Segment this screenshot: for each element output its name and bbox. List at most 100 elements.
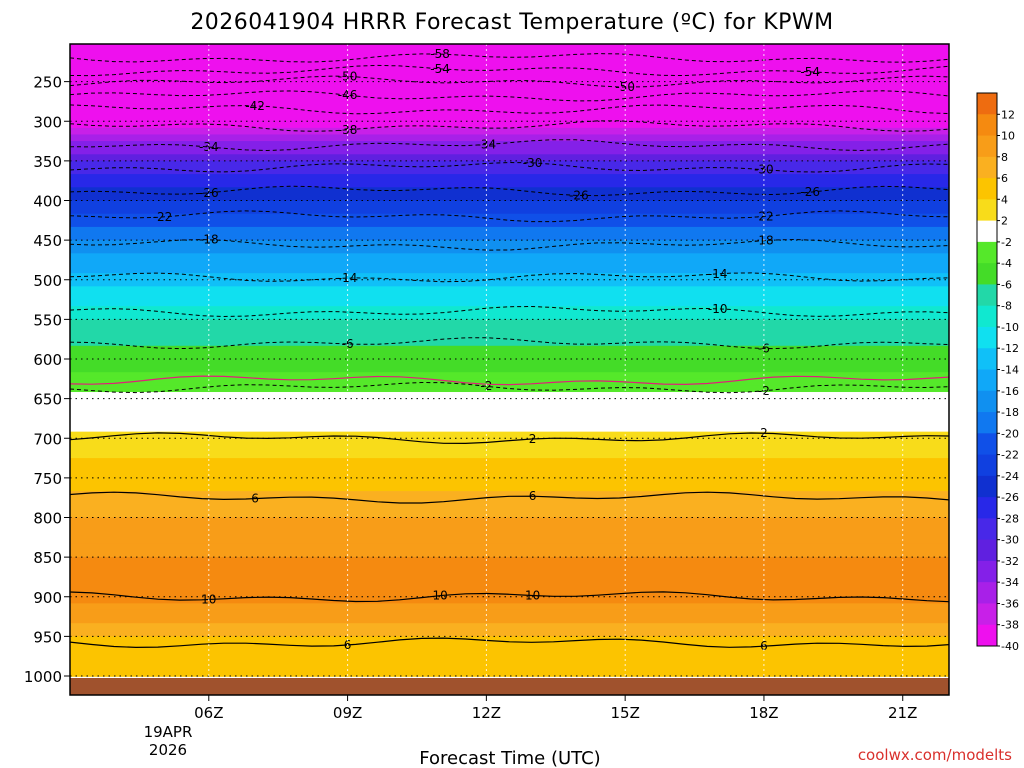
temperature-band bbox=[70, 378, 949, 387]
colorbar-swatch bbox=[977, 603, 997, 626]
contour-label: -26 bbox=[800, 185, 820, 199]
y-tick-label: 450 bbox=[33, 232, 62, 250]
temperature-band bbox=[70, 411, 949, 420]
colorbar-label: 12 bbox=[1001, 108, 1015, 121]
colorbar-label: -18 bbox=[1001, 406, 1019, 419]
temperature-band bbox=[70, 213, 949, 222]
temperature-band bbox=[70, 603, 949, 611]
colorbar-swatch bbox=[977, 263, 997, 285]
temperature-band bbox=[70, 609, 949, 618]
contour-label: 2 bbox=[760, 426, 768, 440]
colorbar-swatch bbox=[977, 369, 997, 392]
y-axis: 250 300 350 400 450 500 550 600 650 700 750 800 850 9… bbox=[24, 74, 70, 686]
x-tick-label: 09Z bbox=[333, 704, 362, 722]
temperature-band bbox=[70, 319, 949, 327]
temperature-band bbox=[70, 48, 949, 56]
contour-label: -26 bbox=[569, 189, 589, 203]
colorbar-swatch bbox=[977, 93, 997, 115]
colorbar-label: -8 bbox=[1001, 300, 1012, 313]
temperature-band bbox=[70, 365, 949, 373]
temperature-band bbox=[70, 325, 949, 334]
colorbar-label: 6 bbox=[1001, 172, 1008, 185]
y-tick-label: 700 bbox=[33, 430, 62, 448]
temperature-band bbox=[70, 44, 949, 50]
temperature-band bbox=[70, 642, 949, 651]
contour-label: -50 bbox=[338, 69, 358, 83]
temperature-band bbox=[70, 649, 949, 657]
colorbar-label: -24 bbox=[1001, 470, 1019, 483]
colorbar-swatch bbox=[977, 433, 997, 456]
temperature-band bbox=[70, 187, 949, 195]
colorbar-swatch bbox=[977, 454, 997, 477]
temperature-band bbox=[70, 530, 949, 539]
temperature-band bbox=[70, 636, 949, 644]
colorbar-swatch bbox=[977, 284, 997, 307]
temperature-band bbox=[70, 108, 949, 116]
temperature-band bbox=[70, 226, 949, 235]
contour-label: -30 bbox=[523, 156, 543, 170]
temperature-band bbox=[70, 259, 949, 268]
y-tick-label: 250 bbox=[33, 74, 62, 92]
temperature-band bbox=[70, 497, 949, 506]
temperature-band bbox=[70, 537, 949, 545]
colorbar-swatch bbox=[977, 156, 997, 179]
temperature-band bbox=[70, 233, 949, 241]
colorbar-label: -36 bbox=[1001, 598, 1019, 611]
temperature-band bbox=[70, 623, 949, 631]
colorbar-swatch bbox=[977, 305, 997, 328]
colorbar-label: -2 bbox=[1001, 236, 1012, 249]
colorbar-swatch bbox=[977, 582, 997, 604]
colorbar-swatch bbox=[977, 326, 997, 349]
temperature-band bbox=[70, 134, 949, 142]
temperature-band bbox=[70, 266, 949, 274]
y-tick-label: 800 bbox=[33, 510, 62, 528]
colorbar-swatch bbox=[977, 199, 997, 222]
temperature-band bbox=[70, 438, 949, 446]
temperature-band bbox=[70, 75, 949, 83]
x-tick-label: 12Z bbox=[472, 704, 501, 722]
colorbar-label: -10 bbox=[1001, 321, 1019, 334]
colorbar-swatch bbox=[977, 135, 997, 158]
colorbar-label: 10 bbox=[1001, 130, 1015, 143]
colorbar-swatch bbox=[977, 348, 997, 370]
temperature-band bbox=[70, 306, 949, 314]
temperature-band bbox=[70, 583, 949, 591]
contour-label: 2 bbox=[529, 432, 537, 446]
temperature-band bbox=[70, 451, 949, 459]
colorbar-label: -28 bbox=[1001, 512, 1019, 525]
date-label-year: 2026 bbox=[149, 741, 187, 759]
credit-link[interactable]: coolwx.com/modelts bbox=[858, 746, 1012, 764]
contour-label: -10 bbox=[708, 302, 728, 316]
temperature-band bbox=[70, 398, 949, 407]
temperature-band bbox=[70, 154, 949, 162]
temperature-band bbox=[70, 669, 949, 677]
y-tick-label: 1000 bbox=[24, 668, 62, 686]
temperature-band bbox=[70, 405, 949, 413]
y-tick-label: 850 bbox=[33, 549, 62, 567]
y-tick-label: 400 bbox=[33, 193, 62, 211]
colorbar-label: -34 bbox=[1001, 576, 1019, 589]
temperature-band bbox=[70, 121, 949, 129]
colorbar-label: -30 bbox=[1001, 534, 1019, 547]
y-tick-label: 900 bbox=[33, 589, 62, 607]
temperature-band bbox=[70, 425, 949, 433]
temperature-band bbox=[70, 524, 949, 532]
contour-label: -42 bbox=[245, 99, 265, 113]
temperature-band bbox=[70, 286, 949, 294]
temperature-band bbox=[70, 662, 949, 671]
colorbar-swatch bbox=[977, 560, 997, 583]
temperature-band bbox=[70, 94, 949, 103]
temperature-band bbox=[70, 491, 949, 499]
temperature-band bbox=[70, 458, 949, 466]
temperature-band bbox=[70, 61, 949, 70]
colorbar-label: -38 bbox=[1001, 619, 1019, 632]
temperature-band bbox=[70, 55, 949, 63]
contour-label: -26 bbox=[199, 186, 219, 200]
y-tick-label: 750 bbox=[33, 470, 62, 488]
colorbar-swatch bbox=[977, 497, 997, 519]
temperature-band bbox=[70, 656, 949, 664]
temperature-band bbox=[70, 418, 949, 426]
contour-label: -50 bbox=[615, 80, 635, 94]
contour-label: -2 bbox=[480, 379, 492, 393]
temperature-band bbox=[70, 299, 949, 307]
